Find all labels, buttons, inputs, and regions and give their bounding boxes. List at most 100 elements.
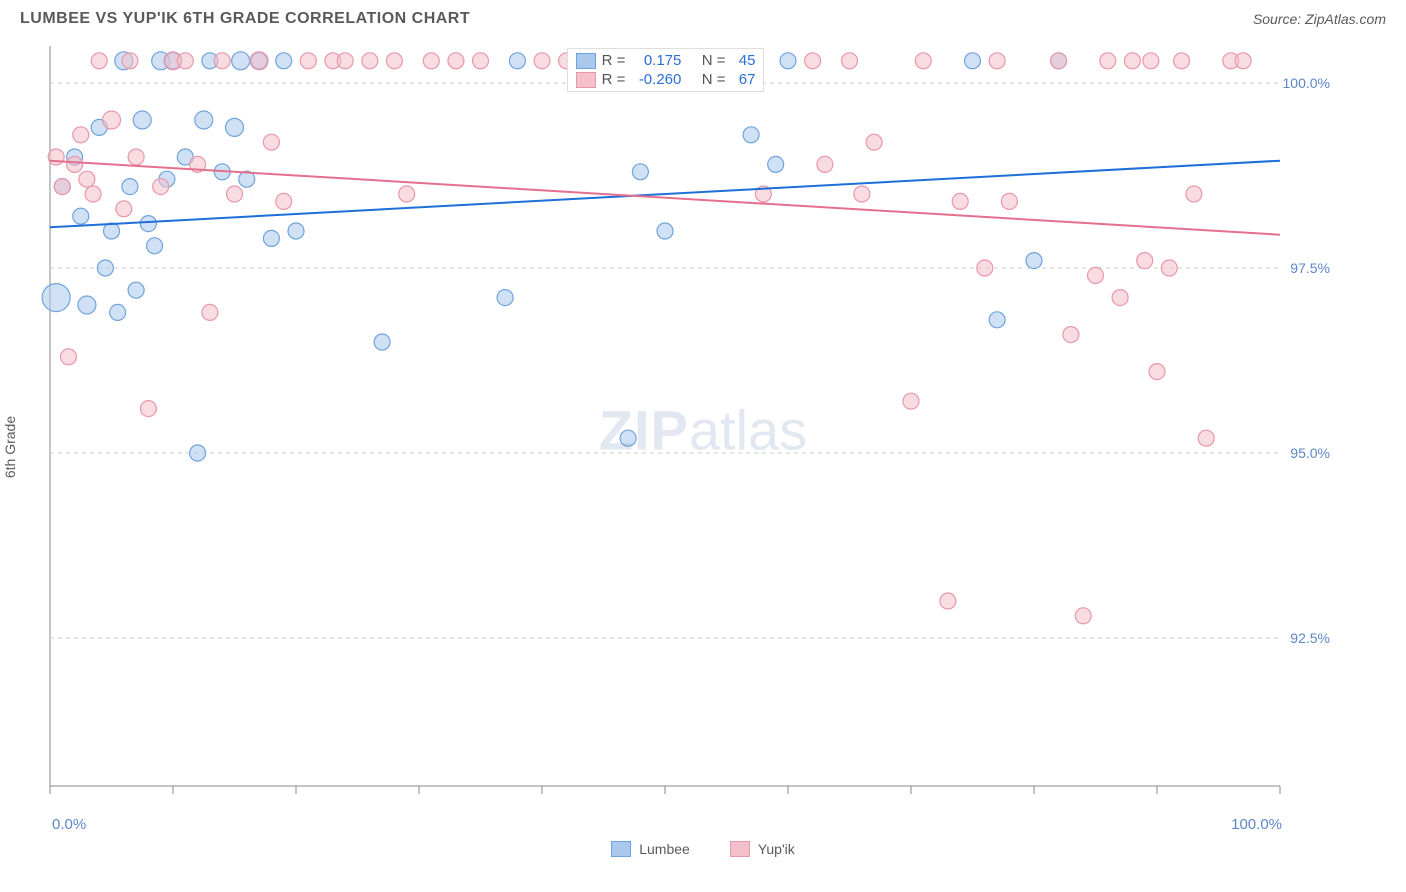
scatter-point	[386, 53, 402, 69]
n-label: N =	[702, 52, 726, 69]
scatter-point	[79, 171, 95, 187]
svg-text:95.0%: 95.0%	[1290, 445, 1330, 461]
scatter-point	[768, 156, 784, 172]
scatter-point	[153, 179, 169, 195]
r-value: 0.175	[631, 52, 681, 69]
scatter-point	[1100, 53, 1116, 69]
scatter-point	[854, 186, 870, 202]
svg-text:97.5%: 97.5%	[1290, 260, 1330, 276]
n-label: N =	[702, 71, 726, 88]
scatter-point	[473, 53, 489, 69]
stats-row: R = -0.260 N = 67	[576, 70, 756, 89]
scatter-point	[1149, 364, 1165, 380]
scatter-point	[128, 149, 144, 165]
scatter-point	[1174, 53, 1190, 69]
scatter-point	[42, 284, 70, 312]
legend-swatch	[576, 53, 596, 69]
scatter-point	[1186, 186, 1202, 202]
scatter-point	[620, 430, 636, 446]
scatter-point	[374, 334, 390, 350]
scatter-point	[122, 179, 138, 195]
scatter-point	[147, 238, 163, 254]
scatter-point	[965, 53, 981, 69]
scatter-point	[940, 593, 956, 609]
scatter-point	[1198, 430, 1214, 446]
legend-swatch	[730, 841, 750, 857]
scatter-point	[1143, 53, 1159, 69]
scatter-point	[91, 53, 107, 69]
scatter-point	[1161, 260, 1177, 276]
scatter-point	[362, 53, 378, 69]
n-value: 45	[731, 52, 755, 69]
scatter-point	[1075, 608, 1091, 624]
legend-label: Lumbee	[639, 841, 690, 857]
scatter-point	[202, 304, 218, 320]
scatter-point	[509, 53, 525, 69]
scatter-point	[133, 111, 151, 129]
svg-text:92.5%: 92.5%	[1290, 630, 1330, 646]
n-value: 67	[731, 71, 755, 88]
scatter-point	[903, 393, 919, 409]
scatter-point	[399, 186, 415, 202]
scatter-point	[423, 53, 439, 69]
scatter-point	[104, 223, 120, 239]
scatter-point	[140, 216, 156, 232]
chart-container: 6th Grade ZIPatlas 92.5%95.0%97.5%100.0%…	[20, 36, 1386, 857]
scatter-point	[1063, 327, 1079, 343]
scatter-point	[1026, 253, 1042, 269]
scatter-point	[190, 445, 206, 461]
svg-text:100.0%: 100.0%	[1283, 75, 1330, 91]
legend-item: Yup'ik	[730, 841, 795, 857]
scatter-point	[632, 164, 648, 180]
scatter-point	[54, 179, 70, 195]
scatter-point	[263, 134, 279, 150]
scatter-point	[276, 193, 292, 209]
scatter-point	[226, 118, 244, 136]
scatter-point	[122, 53, 138, 69]
x-min-label: 0.0%	[52, 816, 86, 833]
stats-row: R = 0.175 N = 45	[576, 51, 756, 70]
scatter-point	[497, 290, 513, 306]
scatter-point	[1235, 53, 1251, 69]
scatter-point	[448, 53, 464, 69]
scatter-point	[743, 127, 759, 143]
scatter-point	[232, 52, 250, 70]
stats-box: R = 0.175 N = 45 R = -0.260 N = 67	[567, 48, 765, 92]
scatter-point	[128, 282, 144, 298]
scatter-point	[97, 260, 113, 276]
scatter-point	[780, 53, 796, 69]
chart-header: LUMBEE VS YUP'IK 6TH GRADE CORRELATION C…	[0, 0, 1406, 36]
scatter-point	[250, 52, 268, 70]
scatter-point	[842, 53, 858, 69]
scatter-point	[817, 156, 833, 172]
legend-label: Yup'ik	[758, 841, 795, 857]
source-credit: Source: ZipAtlas.com	[1253, 11, 1386, 27]
scatter-point	[1051, 53, 1067, 69]
scatter-point	[140, 401, 156, 417]
scatter-point	[214, 53, 230, 69]
legend-swatch	[611, 841, 631, 857]
scatter-point	[952, 193, 968, 209]
scatter-point	[1112, 290, 1128, 306]
scatter-point	[657, 223, 673, 239]
scatter-point	[73, 127, 89, 143]
scatter-point	[103, 111, 121, 129]
r-label: R =	[602, 52, 626, 69]
legend-swatch	[576, 72, 596, 88]
scatter-point	[78, 296, 96, 314]
scatter-chart: 92.5% 95.0% 97.5% 100.0%	[20, 36, 1340, 806]
r-value: -0.260	[631, 71, 681, 88]
scatter-point	[915, 53, 931, 69]
x-axis-end-labels: 0.0% 100.0%	[50, 816, 1284, 833]
scatter-point	[116, 201, 132, 217]
legend-item: Lumbee	[611, 841, 690, 857]
scatter-point	[866, 134, 882, 150]
bottom-legend: Lumbee Yup'ik	[20, 841, 1386, 857]
scatter-point	[85, 186, 101, 202]
scatter-point	[989, 312, 1005, 328]
scatter-point	[989, 53, 1005, 69]
scatter-point	[977, 260, 993, 276]
r-label: R =	[602, 71, 626, 88]
scatter-point	[276, 53, 292, 69]
scatter-point	[60, 349, 76, 365]
